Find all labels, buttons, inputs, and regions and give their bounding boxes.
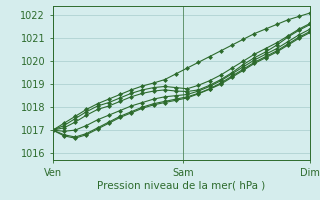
X-axis label: Pression niveau de la mer( hPa ): Pression niveau de la mer( hPa ) [98, 180, 266, 190]
